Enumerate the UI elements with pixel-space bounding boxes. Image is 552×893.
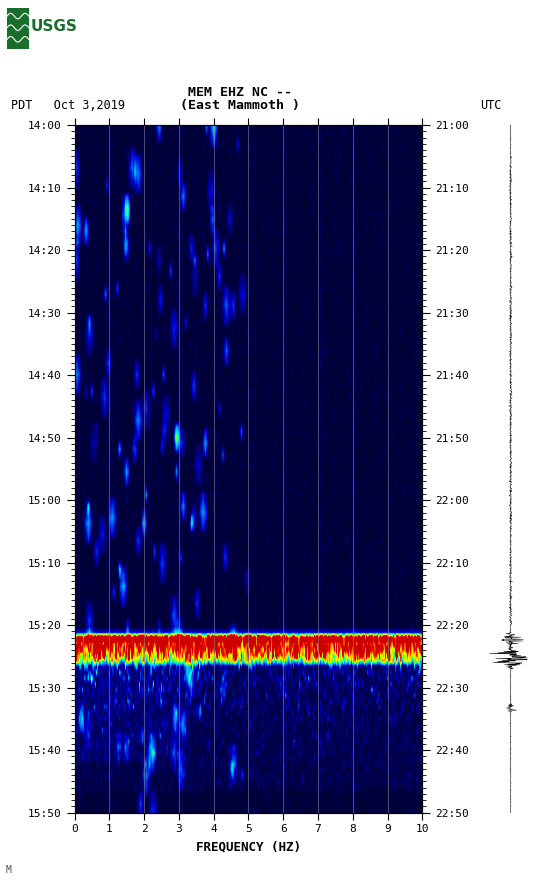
Text: M: M [6,865,12,875]
Text: MEM EHZ NC --: MEM EHZ NC -- [188,87,292,99]
Text: PDT   Oct 3,2019: PDT Oct 3,2019 [11,99,125,112]
FancyBboxPatch shape [7,8,29,48]
Text: (East Mammoth ): (East Mammoth ) [180,99,300,112]
X-axis label: FREQUENCY (HZ): FREQUENCY (HZ) [196,840,301,853]
Text: USGS: USGS [31,20,78,34]
Text: UTC: UTC [480,99,502,112]
